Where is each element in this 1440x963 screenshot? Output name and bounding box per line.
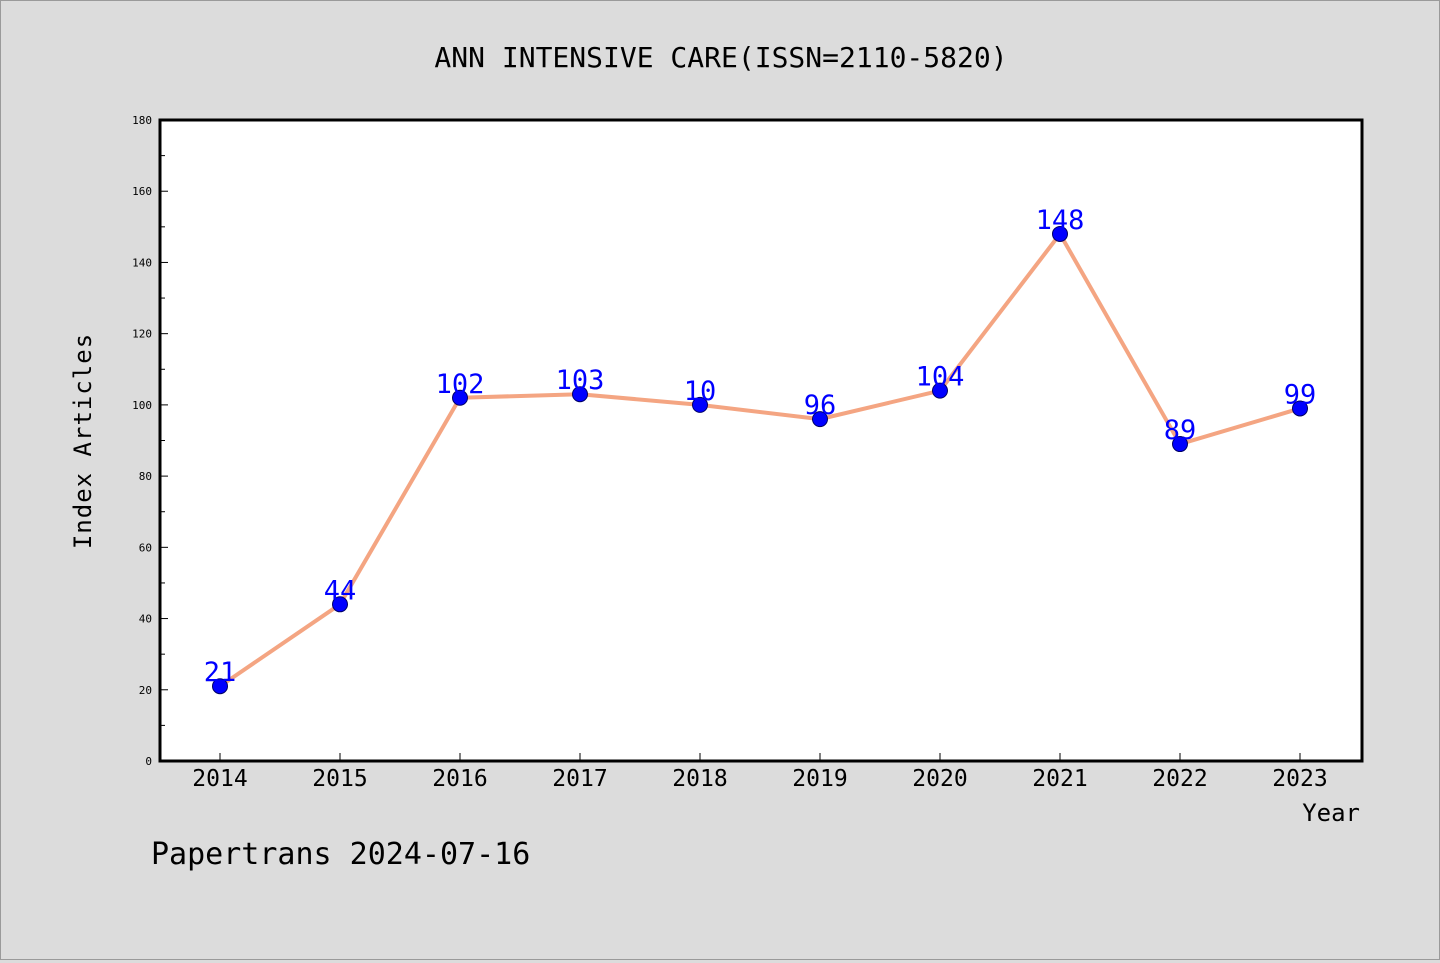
y-tick-label: 0 xyxy=(145,755,152,768)
data-point xyxy=(212,678,228,695)
x-tick-label: 2017 xyxy=(552,766,607,792)
data-point xyxy=(812,411,828,428)
x-tick-label: 2022 xyxy=(1152,766,1207,792)
x-axis-label: Year xyxy=(1302,799,1360,827)
data-label: 21 xyxy=(204,657,237,688)
y-axis-ticks: 0 20 40 60 80 100 120 140 160 180 xyxy=(132,114,168,768)
y-tick-label: 80 xyxy=(139,470,152,483)
x-tick-label: 2020 xyxy=(912,766,967,792)
x-tick-label: 2018 xyxy=(672,766,727,792)
x-axis-ticks: 2014 2015 2016 2017 2018 2019 2020 2021 2022 2023 xyxy=(192,753,1328,792)
x-tick-label: 2014 xyxy=(192,766,247,792)
x-tick-label: 2023 xyxy=(1272,766,1327,792)
data-label: 99 xyxy=(1284,379,1317,410)
data-label: 102 xyxy=(436,369,485,400)
y-tick-label: 160 xyxy=(132,185,152,198)
x-tick-label: 2019 xyxy=(792,766,847,792)
data-point xyxy=(332,596,348,613)
data-point xyxy=(692,396,708,413)
chart-title: ANN INTENSIVE CARE(ISSN=2110-5820) xyxy=(434,41,1007,74)
data-label: 148 xyxy=(1036,205,1085,236)
x-tick-label: 2015 xyxy=(312,766,367,792)
data-point xyxy=(572,386,588,403)
y-tick-label: 40 xyxy=(139,613,152,626)
x-tick-label: 2021 xyxy=(1032,766,1087,792)
plot-area xyxy=(158,118,1364,763)
data-label: 10 xyxy=(684,376,717,407)
y-tick-label: 20 xyxy=(139,684,152,697)
y-tick-label: 60 xyxy=(139,541,152,554)
data-point xyxy=(1052,225,1068,242)
footer-watermark: Papertrans 2024-07-16 xyxy=(151,837,530,872)
data-label: 104 xyxy=(916,362,965,393)
series-layer: 21 44 102 103 10 96 104 148 89 99 xyxy=(204,205,1317,695)
data-label: 103 xyxy=(556,365,605,396)
data-point xyxy=(932,382,948,399)
y-tick-label: 120 xyxy=(132,328,152,341)
y-tick-label: 140 xyxy=(132,256,152,269)
data-point xyxy=(1172,436,1188,453)
y-tick-label: 180 xyxy=(132,114,152,127)
series-line xyxy=(218,231,1302,689)
data-label: 96 xyxy=(804,390,837,421)
data-label: 89 xyxy=(1164,415,1197,446)
data-label: 44 xyxy=(324,575,357,606)
y-axis-label: Index Articles xyxy=(69,333,97,549)
y-tick-label: 100 xyxy=(132,399,152,412)
x-tick-label: 2016 xyxy=(432,766,487,792)
data-point xyxy=(1292,400,1308,417)
data-point xyxy=(452,389,468,406)
